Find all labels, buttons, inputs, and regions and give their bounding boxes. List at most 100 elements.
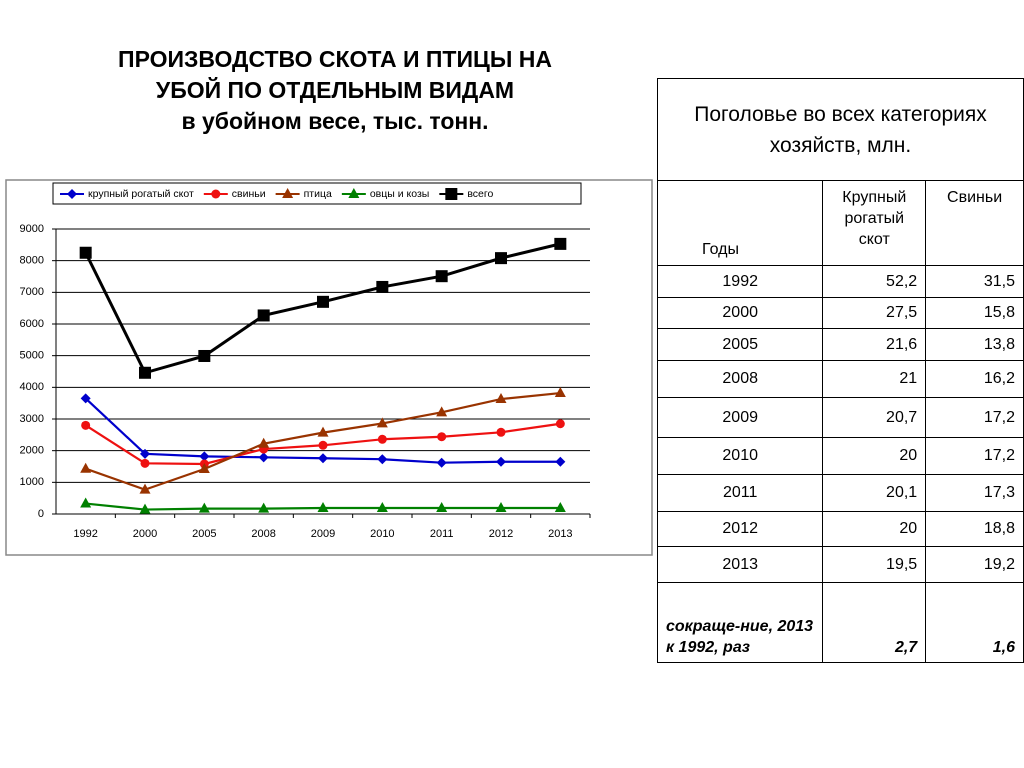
y-tick-label: 6000 bbox=[20, 318, 44, 330]
table-cell: 2011 bbox=[656, 474, 824, 512]
data-point bbox=[80, 393, 91, 404]
x-tick-label: 2009 bbox=[311, 528, 335, 540]
data-point bbox=[80, 497, 92, 508]
legend-marker bbox=[211, 189, 221, 199]
x-tick-label: 2013 bbox=[548, 528, 572, 540]
data-point bbox=[140, 458, 150, 468]
table-cell: 1,6 bbox=[925, 582, 1024, 663]
data-point bbox=[437, 432, 447, 442]
header-row: Годы Крупный рогатый скот Свиньи bbox=[656, 180, 1024, 266]
x-tick-label: 2010 bbox=[370, 528, 394, 540]
data-point bbox=[139, 483, 151, 494]
table-cell: 31,5 bbox=[925, 265, 1024, 298]
table-cell: 15,8 bbox=[925, 297, 1024, 329]
y-tick-label: 9000 bbox=[20, 223, 44, 235]
data-point bbox=[436, 501, 448, 512]
data-row: 2009 20,7 17,2 bbox=[656, 397, 1024, 438]
data-point bbox=[257, 309, 270, 322]
table-cell: 20 bbox=[822, 437, 927, 475]
data-point bbox=[318, 440, 328, 450]
legend-label: свиньи bbox=[232, 188, 266, 200]
data-table: Поголовье во всех категориях хозяйств, м… bbox=[656, 78, 1024, 663]
x-tick-label: 2011 bbox=[430, 528, 454, 540]
slide-title: ПРОИЗВОДСТВО СКОТА И ПТИЦЫ НА УБОЙ ПО ОТД… bbox=[30, 44, 640, 137]
data-point bbox=[258, 452, 269, 463]
table-cell: 17,2 bbox=[925, 397, 1024, 438]
x-tick-label: 2005 bbox=[192, 528, 216, 540]
legend-label: всего bbox=[467, 188, 493, 200]
data-row: 2010 20 17,2 bbox=[656, 437, 1024, 475]
y-tick-label: 3000 bbox=[20, 413, 44, 425]
data-point bbox=[377, 454, 388, 465]
table-cell: 20,7 bbox=[822, 397, 927, 438]
table-cell: 2010 bbox=[656, 437, 824, 475]
table-cell: 16,2 bbox=[925, 360, 1024, 398]
table-cell: Крупный рогатый скот bbox=[822, 180, 927, 266]
table-cell: 52,2 bbox=[822, 265, 927, 298]
table-cell: Свиньи bbox=[925, 180, 1024, 266]
legend-marker bbox=[445, 188, 458, 200]
data-point bbox=[376, 417, 388, 428]
data-point bbox=[436, 457, 447, 468]
data-row: 2000 27,5 15,8 bbox=[656, 297, 1024, 329]
table-cell: 17,2 bbox=[925, 437, 1024, 475]
table-cell: 2009 bbox=[656, 397, 824, 438]
chart: 0 1000 2000 3000 4000 5000 6000 7000 8000 9000 199… bbox=[5, 179, 653, 556]
data-row: 1992 52,2 31,5 bbox=[656, 265, 1024, 298]
data-point bbox=[376, 280, 389, 293]
table-cell: 19,2 bbox=[925, 546, 1024, 583]
data-row: 2012 20 18,8 bbox=[656, 511, 1024, 547]
title-line: в убойном весе, тыс. тонн. bbox=[181, 108, 489, 134]
caption-row: Поголовье во всех категориях хозяйств, м… bbox=[657, 78, 1024, 181]
data-point bbox=[377, 434, 387, 444]
data-point bbox=[199, 451, 210, 462]
table-cell: 2000 bbox=[656, 297, 824, 329]
data-point bbox=[435, 270, 448, 283]
data-point bbox=[554, 387, 566, 398]
y-tick-label: 4000 bbox=[20, 381, 44, 393]
chart-frame bbox=[5, 179, 653, 556]
data-row: 2011 20,1 17,3 bbox=[656, 474, 1024, 512]
data-point bbox=[198, 502, 210, 513]
data-point bbox=[554, 237, 567, 250]
data-point bbox=[495, 393, 507, 404]
data-point bbox=[318, 453, 328, 464]
table-cell: 20,1 bbox=[822, 474, 927, 512]
data-point bbox=[496, 456, 506, 467]
y-tick-label: 8000 bbox=[20, 255, 44, 267]
table-cell: 17,3 bbox=[925, 474, 1024, 512]
data-point bbox=[80, 462, 92, 473]
data-point bbox=[198, 463, 210, 474]
table-cell: 19,5 bbox=[822, 546, 927, 583]
data-point bbox=[317, 501, 329, 512]
legend-marker bbox=[282, 188, 294, 198]
table-cell: Годы bbox=[656, 180, 824, 266]
data-point bbox=[376, 501, 388, 512]
data-point bbox=[555, 456, 566, 467]
x-tick-label: 2008 bbox=[251, 528, 275, 540]
table-cell: сокраще-ние, 2013 к 1992, раз bbox=[656, 582, 824, 663]
data-point bbox=[139, 503, 151, 514]
x-tick-label: 2012 bbox=[489, 528, 513, 540]
data-point bbox=[258, 437, 270, 448]
y-tick-label: 2000 bbox=[20, 445, 44, 457]
table-cell: 2005 bbox=[656, 328, 824, 361]
legend-label: крупный рогатый скот bbox=[88, 188, 194, 200]
legend-marker bbox=[348, 188, 360, 198]
data-point bbox=[139, 366, 151, 379]
data-point bbox=[554, 501, 566, 512]
x-tick-label: 1992 bbox=[73, 528, 97, 540]
data-point bbox=[495, 252, 507, 265]
data-row: 2005 21,6 13,8 bbox=[656, 328, 1024, 361]
table-cell: 18,8 bbox=[925, 511, 1024, 547]
data-point bbox=[198, 349, 211, 362]
data-point bbox=[140, 448, 150, 459]
table-cell: 2012 bbox=[656, 511, 824, 547]
table-cell: 27,5 bbox=[822, 297, 927, 329]
table-cell: Поголовье во всех категориях хозяйств, м… bbox=[657, 78, 1024, 181]
table-cell: 2013 bbox=[656, 546, 824, 583]
data-point bbox=[81, 420, 91, 430]
legend-label: овцы и козы bbox=[370, 188, 429, 200]
data-row: сокраще-ние, 2013 к 1992, раз 2,7 1,6 bbox=[656, 582, 1024, 663]
